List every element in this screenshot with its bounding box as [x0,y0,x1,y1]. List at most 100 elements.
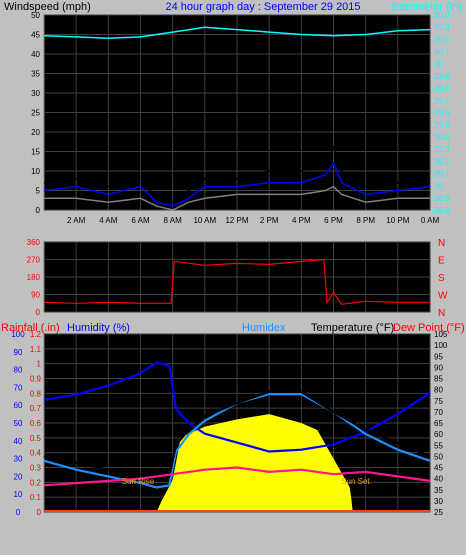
y-tick-label-right: 29.1 [434,169,450,178]
humidity-tick-label: 20 [14,472,23,481]
compass-label: S [438,273,445,284]
temp-tick-label: 25 [434,508,443,517]
x-tick-label: 12 PM [225,216,248,225]
temp-tick-label: 60 [434,430,443,439]
wind-direction-panel: 0 N 90 W 180 S 270 E 360 N [27,238,448,319]
x-tick-label: 4 PM [292,216,311,225]
compass-label: W [438,291,448,302]
series-line [43,145,431,204]
series-line [43,466,431,487]
y-tick-label: 50 [31,11,40,20]
y-tick-label-right: 29.5 [434,121,450,130]
x-tick-label: 0 AM [421,216,440,225]
temp-tick-label: 90 [434,363,443,372]
humidity-tick-label: 100 [11,330,25,339]
series-line [43,258,430,305]
sunset-label: Sun Set [341,477,370,486]
y-tick-label-right: 29 [434,182,443,191]
dewpoint-axis-title: Dew Point (°F) [393,322,465,334]
y-tick-label: 45 [31,31,40,40]
temp-tick-label: 45 [434,464,443,473]
x-tick-label: 10 PM [386,216,409,225]
y-tick-label: 40 [31,50,40,59]
compass-label: N [438,238,445,249]
panel3-header: Rainfall (.in) Humidity (%) Humidex Temp… [1,322,465,334]
humidity-tick-label: 40 [14,437,23,446]
x-tick-label: 8 PM [356,216,375,225]
rain-tick-label: 0.7 [30,404,42,413]
series-line [43,390,431,480]
rain-tick-label: 0.1 [30,493,42,502]
x-tick-label: 6 PM [324,216,343,225]
y-tick-label: 5 [36,187,41,196]
rain-tick-label: 1.2 [30,330,42,339]
temp-tick-label: 95 [434,352,443,361]
temp-tick-label: 50 [434,452,443,461]
x-tick-label: 10 AM [193,216,216,225]
y-tick-label-right: 29.4 [434,133,450,142]
y-tick-label-right: 29.9 [434,72,450,81]
rain-tick-label: 0.2 [30,478,42,487]
temperature-axis-title: Temperature (°F) [311,322,394,334]
y-tick-label: 180 [27,273,41,282]
y-tick-label: 90 [31,291,40,300]
temp-tick-label: 85 [434,375,443,384]
x-tick-label: 4 AM [99,216,118,225]
x-tick-label: 2 PM [260,216,279,225]
y-tick-label-right: 29.2 [434,157,450,166]
series-line [43,161,431,207]
humidity-tick-label: 0 [16,508,21,517]
y-tick-label-right: 29.3 [434,145,450,154]
y-tick-label: 20 [31,128,40,137]
temp-humidity-panel: 0 10 20 30 40 50 60 70 80 90 100 0 0.1 0.2 0.3 0.4 0.5 0.… [11,330,448,517]
temp-tick-label: 55 [434,441,443,450]
chart-title: 24 hour graph day : September 29 2015 [165,1,360,13]
temp-tick-label: 100 [434,341,448,350]
temp-tick-label: 30 [434,497,443,506]
humidity-tick-label: 10 [14,490,23,499]
y-tick-label-right: 30.1 [434,48,450,57]
humidity-tick-label: 70 [14,383,23,392]
y-tick-label-right: 30.4 [434,11,450,20]
y-tick-label: 0 [36,206,41,215]
humidity-tick-label: 30 [14,455,23,464]
wind-barometer-panel: 0 5 10 15 20 25 30 35 40 45 50 2 AM 4 AM 6 AM 8 AM 10 A… [31,11,450,225]
compass-label: E [438,256,445,267]
rain-tick-label: 0.4 [30,449,42,458]
humidity-axis-title: Humidity (%) [67,322,130,334]
y-tick-label: 25 [31,109,40,118]
y-tick-label-right: 28.8 [434,206,450,215]
humidity-tick-label: 80 [14,366,23,375]
y-tick-label-right: 30.2 [434,35,450,44]
y-tick-label: 360 [27,238,41,247]
x-tick-label: 2 AM [67,216,86,225]
y-tick-label: 10 [31,167,40,176]
humidex-legend: Humidex [242,322,286,334]
rain-tick-label: 0.8 [30,389,42,398]
rain-tick-label: 1 [37,360,42,369]
temp-tick-label: 70 [434,408,443,417]
temp-tick-label: 105 [434,330,448,339]
wind-axis-title: Windspeed (mph) [4,1,91,13]
x-tick-label: 8 AM [164,216,183,225]
y-tick-label-right: 28.9 [434,194,450,203]
sunrise-label: Sun Rise [122,477,155,486]
y-tick-label: 15 [31,148,40,157]
x-tick-label: 6 AM [131,216,150,225]
humidity-tick-label: 50 [14,419,23,428]
rain-tick-label: 0.9 [30,375,42,384]
y-tick-label: 270 [27,256,41,265]
y-tick-label: 30 [31,89,40,98]
rainfall-axis-title: Rainfall (.in) [1,322,60,334]
humidity-tick-label: 60 [14,401,23,410]
compass-label: N [438,308,445,319]
series-line [44,185,430,211]
panel1-header: Windspeed (mph) 24 hour graph day : Sept… [4,1,462,13]
solar-area [44,414,430,512]
y-tick-label-right: 29.8 [434,84,450,93]
y-tick-label: 0 [36,308,41,317]
rain-tick-label: 0.5 [30,434,42,443]
y-tick-label-right: 30 [434,60,443,69]
series-line [43,26,431,39]
